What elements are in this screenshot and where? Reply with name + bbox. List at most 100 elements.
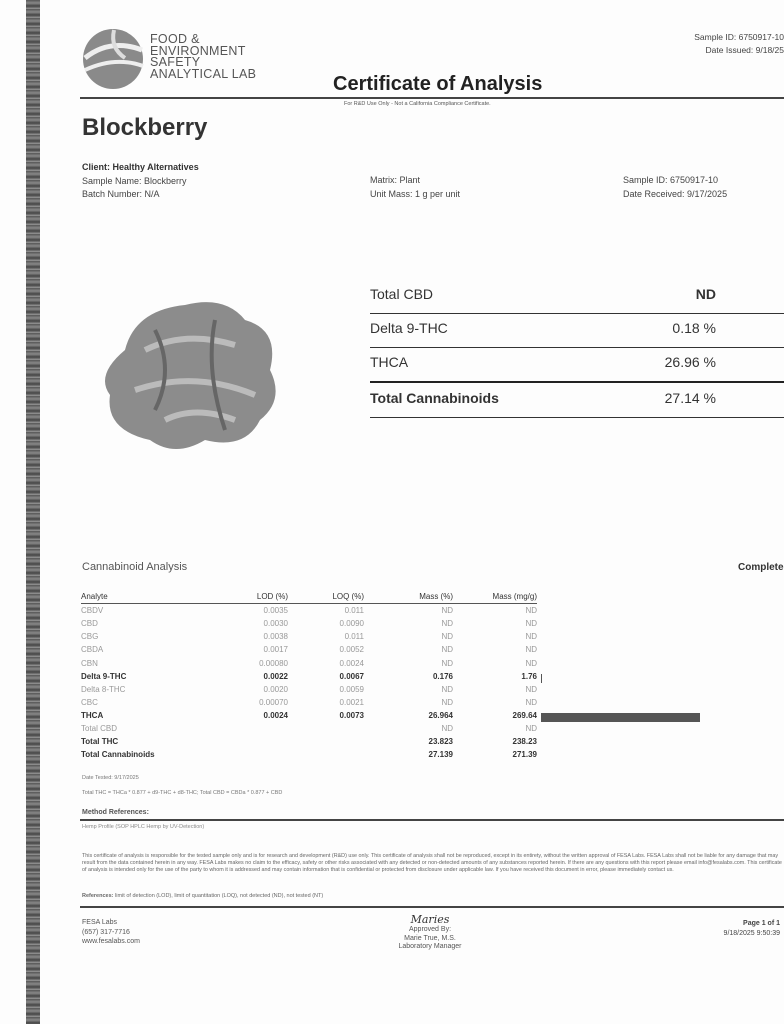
- header-sample-id: Sample ID: 6750917-10: [694, 32, 784, 42]
- header-date-issued: Date Issued: 9/18/25: [705, 45, 784, 55]
- summary-value: ND: [695, 286, 716, 302]
- cannabinoid-table: Analyte LOD (%) LOQ (%) Mass (%) Mass (m…: [81, 590, 537, 761]
- mass-bar: [541, 673, 543, 683]
- column-header: Analyte: [81, 590, 211, 605]
- scan-edge: [26, 0, 40, 1024]
- unit-mass: Unit Mass: 1 g per unit: [370, 188, 461, 199]
- summary-label: Total Cannabinoids: [370, 390, 499, 406]
- method: Hemp Profile (SOP HPLC Hemp by UV-Detect…: [82, 824, 205, 830]
- column-header: LOD (%): [211, 590, 288, 605]
- table-cell: 0.0022: [263, 671, 288, 681]
- sample-info: Sample ID: 6750917-10 Date Received: 9/1…: [623, 174, 727, 201]
- column-header: Mass (%): [364, 590, 453, 605]
- footer-company: FESA Labs (657) 317-7716 www.fesalabs.co…: [82, 918, 140, 947]
- phone: (657) 317-7716: [82, 928, 130, 936]
- signature: Maries: [410, 913, 450, 926]
- header-meta: Sample ID: 6750917-10 Date Issued: 9/18/…: [694, 31, 784, 57]
- summary-value: 26.96 %: [664, 354, 716, 370]
- table-cell: 0.0030: [263, 619, 288, 629]
- table-cell: 0.0035: [263, 606, 288, 616]
- website: www.fesalabs.com: [82, 938, 140, 945]
- table-cell: CBC: [81, 697, 98, 707]
- batch-number: Batch Number: N/A: [82, 189, 160, 199]
- client: Client: Healthy Alternatives: [82, 162, 199, 172]
- table-cell: Delta 9-THC: [81, 671, 127, 681]
- table-cell: [211, 722, 288, 735]
- table-cell: 0.0059: [339, 684, 364, 694]
- mass-bar: [541, 712, 700, 722]
- table-row: Total CBD ND ND: [81, 722, 537, 735]
- page-title: Certificate of Analysis: [333, 73, 543, 95]
- table-cell: ND: [441, 658, 453, 668]
- approved-by: Approved By:: [408, 926, 452, 933]
- summary-value: 27.14 %: [664, 390, 716, 406]
- divider: [80, 97, 784, 99]
- table-cell: ND: [525, 723, 537, 733]
- table-cell: 0.0021: [339, 697, 364, 707]
- table-cell: 0.011: [344, 606, 364, 616]
- sample-name: Sample Name: Blockberry: [82, 175, 187, 186]
- table-cell: ND: [441, 632, 453, 642]
- table-cell: CBG: [81, 632, 99, 642]
- table-cell: 0.0052: [339, 645, 364, 655]
- table-row: CBC 0.00070 0.0021 ND ND: [81, 696, 537, 709]
- table-cell: CBDA: [81, 645, 104, 655]
- page-number: Page 1 of 1: [743, 920, 780, 927]
- references: References: limit of detection (LOD), li…: [82, 893, 323, 899]
- table-cell: 0.00070: [259, 697, 288, 707]
- sample-id: Sample ID: 6750917-10: [623, 175, 719, 185]
- table-row: THCA 0.0024 0.0073 26.964 269.64: [81, 709, 537, 722]
- table-cell: ND: [525, 632, 537, 642]
- summary-row: Total CBD ND: [370, 280, 784, 314]
- method-title: Method References:: [82, 809, 149, 816]
- table-cell: 0.0020: [263, 684, 288, 694]
- table-cell: 0.0017: [263, 645, 288, 655]
- column-header: Mass (mg/g): [453, 590, 537, 605]
- timestamp: 9/18/2025 9:50:39: [723, 930, 780, 937]
- footer-approval: Maries Approved By: Marie True, M.S. Lab…: [380, 914, 480, 952]
- date-tested: Date Tested: 9/17/2025: [82, 775, 139, 781]
- table-cell: ND: [525, 684, 537, 694]
- footer-page: Page 1 of 1 9/18/2025 9:50:39: [724, 919, 780, 939]
- table-cell: 1.76: [521, 671, 537, 681]
- approver: Marie True, M.S.: [404, 934, 456, 942]
- divider: [80, 819, 784, 821]
- table-cell: CBN: [81, 658, 98, 668]
- summary-row: Delta 9-THC 0.18 %: [370, 314, 784, 348]
- lab-name-line: ENVIRONMENT: [150, 43, 246, 58]
- table-cell: 27.139: [428, 750, 453, 760]
- summary-label: THCA: [370, 354, 409, 370]
- table-cell: ND: [441, 723, 453, 733]
- table-row: Total THC 23.823 238.23: [81, 735, 537, 748]
- table-header: Analyte LOD (%) LOQ (%) Mass (%) Mass (m…: [81, 590, 537, 605]
- table-cell: Total Cannabinoids: [81, 750, 155, 760]
- table-cell: 238.23: [512, 737, 537, 747]
- table-cell: [288, 735, 364, 748]
- summary-row: THCA 26.96 %: [370, 348, 784, 383]
- disclaimer: This certificate of analysis is responsi…: [82, 853, 782, 874]
- references-text: limit of detection (LOD), limit of quant…: [113, 893, 324, 899]
- summary-row: Total Cannabinoids 27.14 %: [370, 384, 784, 418]
- summary-label: Delta 9-THC: [370, 320, 448, 336]
- table-cell: ND: [441, 619, 453, 629]
- divider: [80, 906, 784, 908]
- table-row: Total Cannabinoids 27.139 271.39: [81, 748, 537, 761]
- table-cell: ND: [441, 645, 453, 655]
- table-cell: 23.823: [428, 737, 453, 747]
- table-cell: 0.0038: [263, 632, 288, 642]
- table-cell: 269.64: [512, 710, 537, 720]
- table-row: CBD 0.0030 0.0090 ND ND: [81, 617, 537, 630]
- lab-name-line: SAFETY: [150, 55, 201, 69]
- table-row: CBN 0.00080 0.0024 ND ND: [81, 656, 537, 669]
- summary-label: Total CBD: [370, 286, 434, 302]
- table-row: CBDA 0.0017 0.0052 ND ND: [81, 643, 537, 656]
- table-cell: ND: [441, 697, 453, 707]
- table-cell: ND: [441, 606, 453, 616]
- table-cell: ND: [525, 658, 537, 668]
- table-cell: 0.0067: [339, 671, 364, 681]
- table-cell: ND: [525, 606, 537, 616]
- summary-value: 0.18 %: [672, 320, 716, 336]
- table-cell: ND: [525, 619, 537, 629]
- subtitle: For R&D Use Only - Not a California Comp…: [344, 101, 491, 107]
- table-cell: 0.00080: [259, 658, 288, 668]
